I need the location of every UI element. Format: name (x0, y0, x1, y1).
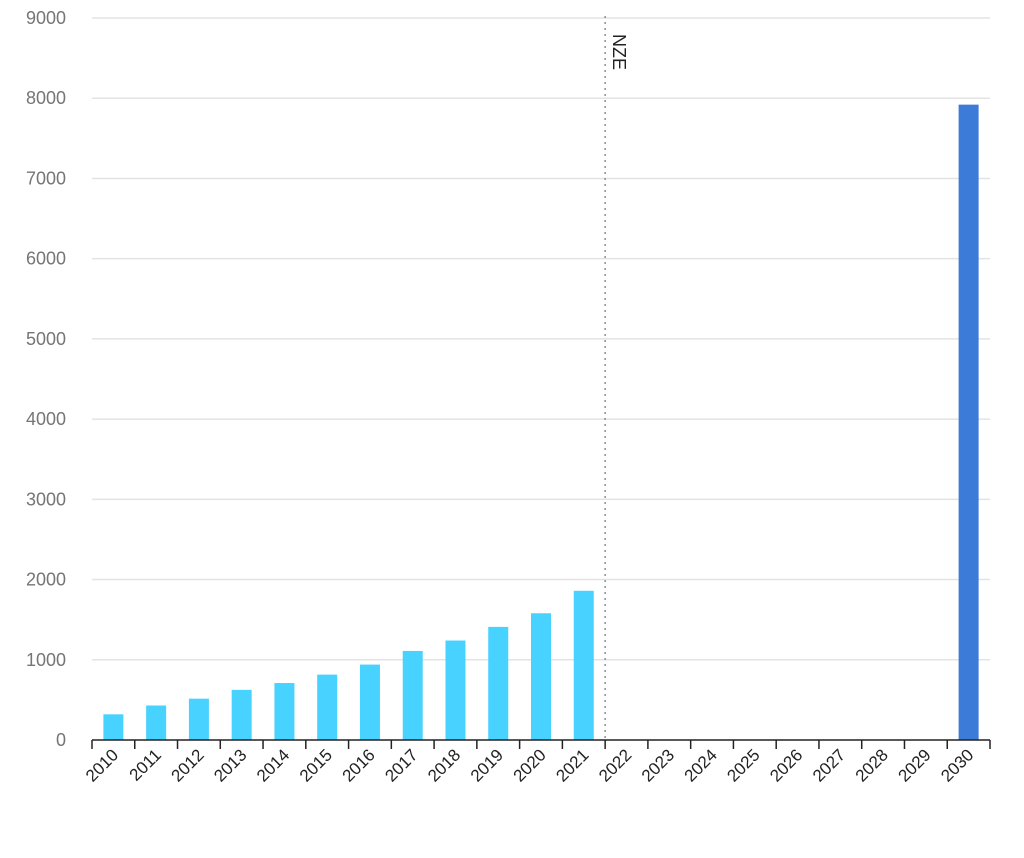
x-tick-label: 2016 (339, 745, 379, 785)
bar-2014 (274, 683, 295, 740)
bar-2017 (402, 650, 423, 740)
x-tick-label: 2023 (638, 745, 678, 785)
y-tick-label: 0 (56, 730, 66, 750)
bar-2021 (573, 590, 594, 740)
bar-2012 (188, 698, 209, 740)
bar-2018 (445, 640, 466, 740)
x-tick-label: 2025 (723, 745, 763, 785)
x-tick-label: 2028 (852, 745, 892, 785)
annotation-layer: NZE (604, 16, 629, 740)
x-tick-label: 2010 (82, 745, 122, 785)
x-tick-label: 2021 (552, 745, 592, 785)
x-tick-label: 2018 (424, 745, 464, 785)
bar-2020 (531, 613, 551, 740)
bar-2010 (103, 714, 124, 740)
x-tick-label: 2011 (126, 745, 165, 784)
x-tick-label: 2013 (210, 745, 250, 785)
y-tick-label: 6000 (26, 249, 66, 269)
y-axis-tick-labels: 0 1000 2000 3000 4000 5000 6000 7000 8000 9000 (26, 8, 66, 750)
x-tick-label: 2017 (381, 745, 421, 785)
x-tick-label: 2022 (595, 745, 635, 785)
y-tick-label: 8000 (26, 88, 66, 108)
x-tick-label: 2027 (809, 745, 849, 785)
x-tick-label: 2029 (895, 745, 935, 785)
bar-2016 (359, 664, 380, 740)
bar-2015 (317, 674, 338, 740)
bars (103, 104, 979, 740)
y-tick-label: 7000 (26, 168, 66, 188)
gridlines (92, 17, 990, 661)
bar-2011 (146, 705, 167, 740)
x-tick-label: 2012 (168, 745, 208, 785)
x-tick-label: 2020 (510, 745, 550, 785)
x-tick-label: 2024 (681, 745, 721, 785)
y-tick-label: 1000 (26, 650, 66, 670)
bar-2030 (958, 104, 979, 740)
annotation-label: NZE (609, 34, 629, 70)
y-tick-label: 3000 (26, 489, 66, 509)
y-tick-label: 4000 (26, 409, 66, 429)
x-tick-label: 2015 (296, 745, 336, 785)
x-tick-label: 2030 (937, 745, 977, 785)
x-tick-label: 2026 (766, 745, 806, 785)
bar-2019 (488, 626, 509, 740)
x-axis: 2010 2011 2012 2013 2014 2015 2016 2017 2018 2019… (82, 739, 991, 786)
y-tick-label: 2000 (26, 570, 66, 590)
y-tick-label: 9000 (26, 8, 66, 28)
bar-2013 (231, 689, 252, 740)
y-tick-label: 5000 (26, 329, 66, 349)
x-tick-label: 2014 (253, 745, 293, 785)
x-tick-label: 2019 (467, 745, 507, 785)
